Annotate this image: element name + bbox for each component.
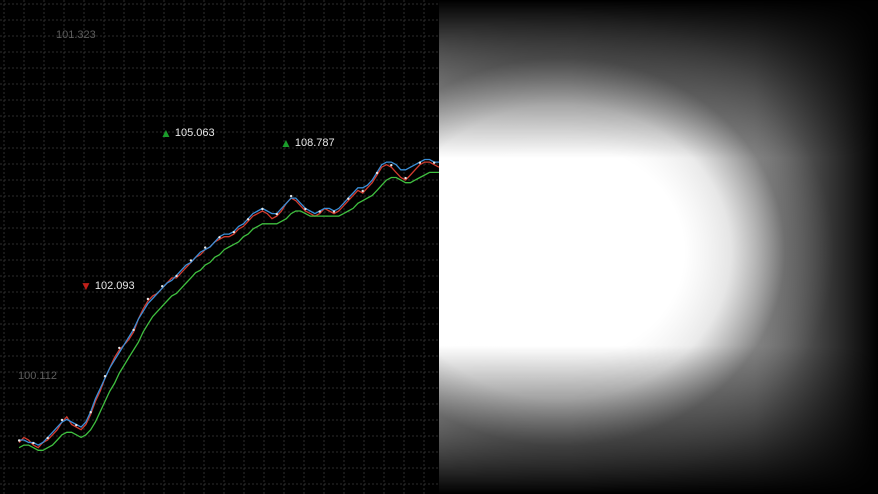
marker-label: 102.093 xyxy=(94,280,135,292)
series-point xyxy=(218,236,221,239)
series-line-2 xyxy=(18,171,439,451)
series-point xyxy=(332,210,336,213)
series-point xyxy=(161,285,164,288)
series-line-1 xyxy=(19,158,439,446)
series-line-0 xyxy=(18,161,439,449)
series-point xyxy=(32,441,35,445)
series-point xyxy=(17,439,21,442)
series-point xyxy=(46,436,49,440)
series-point xyxy=(118,346,121,350)
series-point xyxy=(390,164,393,167)
up-arrow-icon: ▲ xyxy=(280,135,292,150)
down-arrow-icon: ▼ xyxy=(80,278,92,293)
series-point xyxy=(418,161,422,164)
series-point xyxy=(375,171,379,175)
marker-label: 108.787 xyxy=(294,137,335,149)
series-point xyxy=(289,194,293,198)
series-point xyxy=(175,274,178,278)
series-point xyxy=(89,411,92,414)
glow-vignette xyxy=(439,0,878,494)
series-point xyxy=(275,212,278,216)
series-point xyxy=(103,375,107,378)
light-glow-panel xyxy=(439,0,878,494)
series-point xyxy=(261,207,264,211)
series-point xyxy=(75,423,78,427)
series-point xyxy=(246,218,250,221)
price-marker: ▲ 108.787 xyxy=(280,135,335,150)
y-axis-label-bottom: 100.112 xyxy=(18,370,57,382)
series-point xyxy=(146,297,150,301)
series-point xyxy=(60,418,64,422)
up-arrow-icon: ▲ xyxy=(160,125,172,140)
y-axis-label-top: 101.323 xyxy=(56,29,96,41)
series-point xyxy=(318,210,321,213)
series-point xyxy=(304,207,307,211)
series-point xyxy=(189,259,193,262)
chart-series-group xyxy=(17,158,439,451)
series-point xyxy=(433,161,436,164)
chart-plot xyxy=(0,0,439,494)
series-point xyxy=(347,197,350,200)
chart-grid xyxy=(0,0,439,494)
series-point xyxy=(404,176,407,180)
series-point xyxy=(204,246,207,249)
price-marker: ▲ 105.063 xyxy=(160,125,215,140)
marker-label: 105.063 xyxy=(174,127,215,139)
series-point xyxy=(361,189,364,193)
series-point xyxy=(132,328,135,332)
series-point xyxy=(232,230,235,234)
chart-panel: 101.323 100.112 ▼ 102.093 ▲ 105.063 ▲ 10… xyxy=(0,0,439,494)
price-marker: ▼ 102.093 xyxy=(80,278,135,293)
